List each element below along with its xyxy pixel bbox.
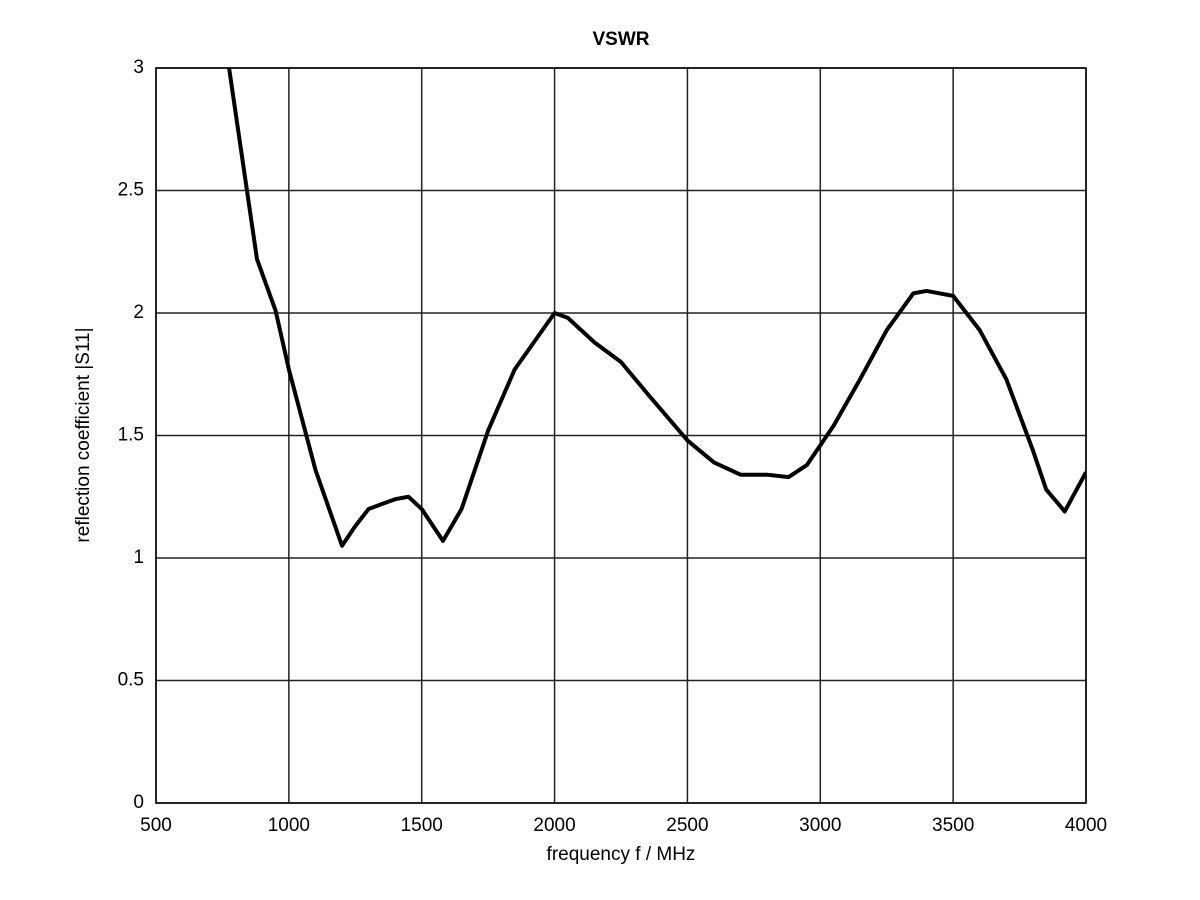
y-tick-label: 0 <box>133 792 144 813</box>
y-tick-label: 1 <box>133 547 144 568</box>
x-tick-label: 1500 <box>401 815 443 836</box>
y-axis-label: reflection coefficient |S11| <box>73 327 94 542</box>
data-line <box>227 68 1086 548</box>
x-tick-label: 1000 <box>268 815 310 836</box>
plot-frame <box>155 67 1087 804</box>
x-tick-label: 4000 <box>1065 815 1107 836</box>
y-tick-label: 2.5 <box>118 180 144 201</box>
y-tick-label: 0.5 <box>118 670 144 691</box>
x-tick-label: 3000 <box>799 815 841 836</box>
x-tick-label: 2500 <box>666 815 708 836</box>
x-tick-label: 2000 <box>533 815 575 836</box>
y-tick-label: 1.5 <box>118 425 144 446</box>
chart-title: VSWR <box>593 29 650 50</box>
x-tick-label: 3500 <box>932 815 974 836</box>
x-tick-label: 500 <box>140 815 172 836</box>
x-axis-label: frequency f / MHz <box>547 844 696 865</box>
y-tick-label: 2 <box>133 302 144 323</box>
y-tick-label: 3 <box>133 57 144 78</box>
